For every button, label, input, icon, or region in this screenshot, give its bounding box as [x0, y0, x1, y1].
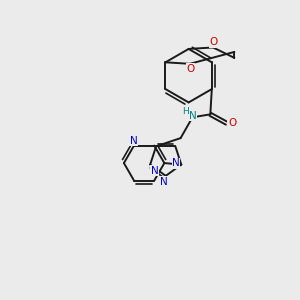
Text: N: N [151, 166, 158, 176]
Text: H: H [183, 107, 189, 116]
Text: N: N [189, 111, 196, 121]
Text: N: N [160, 177, 168, 187]
Text: O: O [186, 64, 195, 74]
Text: O: O [228, 118, 236, 128]
Text: N: N [130, 136, 137, 146]
Text: O: O [209, 38, 218, 47]
Text: N: N [172, 158, 180, 168]
